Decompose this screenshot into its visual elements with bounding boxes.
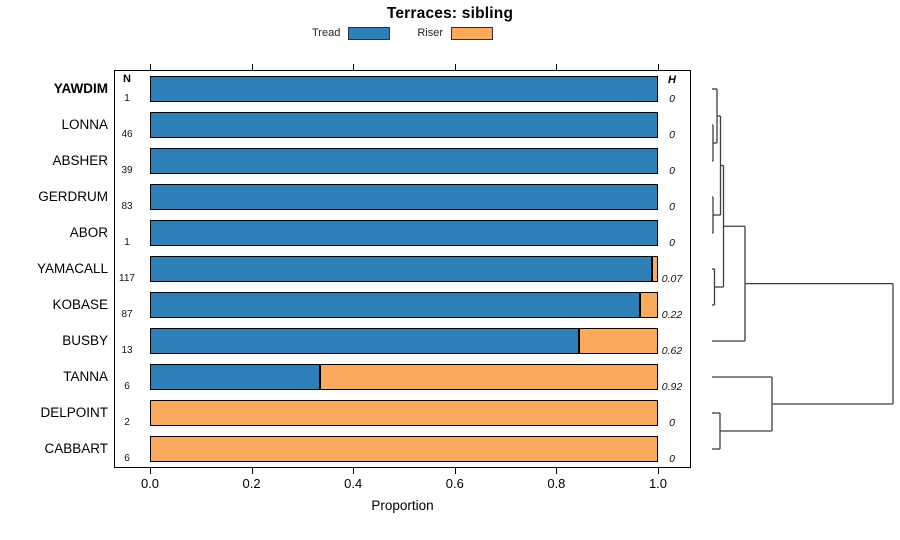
x-axis-tick-top [353, 64, 355, 70]
x-axis-tick-label: 1.0 [648, 476, 668, 491]
bar-segment-riser [652, 256, 658, 282]
bar-segment-tread [150, 256, 652, 282]
row-label: GERDRUM [38, 189, 108, 204]
x-axis-tick-top [658, 64, 659, 70]
h-value: 0.62 [661, 345, 683, 357]
n-value: 117 [119, 273, 135, 284]
n-value: 6 [124, 453, 130, 464]
x-axis-tick-top [150, 64, 151, 70]
row-label: YAMACALL [36, 261, 108, 276]
bar-segment-tread [150, 364, 320, 390]
h-value: 0.92 [661, 381, 683, 393]
bar-segment-tread [150, 184, 658, 210]
x-axis-tick-bottom [658, 468, 659, 474]
legend-item: Tread [312, 26, 391, 40]
bar-segment-tread [150, 112, 658, 138]
x-axis-tick-bottom [454, 468, 456, 474]
row-label: TANNA [63, 369, 108, 384]
legend: Tread Riser [114, 25, 691, 41]
row-label: ABOR [69, 225, 108, 240]
x-axis-tick-bottom [251, 468, 253, 474]
x-axis-tick-bottom [353, 468, 355, 474]
n-value: 1 [124, 237, 130, 248]
x-axis-tick-label: 0.4 [344, 476, 363, 491]
x-axis-tick-top [454, 64, 456, 70]
bar-segment-tread [150, 220, 658, 246]
x-axis-title: Proportion [371, 498, 434, 513]
legend-swatch [348, 26, 391, 40]
bar-segment-tread [150, 328, 579, 354]
n-value: 1 [124, 93, 130, 104]
x-axis-tick-top [556, 64, 558, 70]
x-axis-tick-label: 0.6 [445, 476, 464, 491]
h-value: 0 [669, 453, 675, 465]
bar-segment-riser [150, 400, 658, 426]
h-value: 0 [669, 129, 675, 141]
h-value: 0 [669, 165, 675, 177]
row-label: YAWDIM [53, 81, 108, 96]
x-axis-tick-label: 0.2 [242, 476, 261, 491]
legend-item: Riser [417, 26, 493, 40]
legend-swatch [451, 26, 493, 40]
x-axis-tick-label: 0.0 [140, 476, 160, 491]
h-value: 0.07 [661, 273, 683, 285]
row-label: ABSHER [52, 153, 108, 168]
bar-segment-tread [150, 148, 658, 174]
legend-label: Riser [417, 27, 443, 39]
row-label: KOBASE [52, 297, 108, 312]
h-column-header: H [668, 74, 676, 86]
n-value: 83 [121, 201, 133, 212]
bar-segment-riser [320, 364, 658, 390]
bar-segment-tread [150, 292, 640, 318]
n-value: 39 [121, 165, 133, 176]
x-axis-tick-bottom [150, 468, 151, 474]
legend-label: Tread [312, 27, 341, 39]
bar-segment-riser [579, 328, 658, 354]
x-axis-tick-bottom [556, 468, 558, 474]
n-value: 6 [124, 381, 130, 392]
n-column-header: N [123, 73, 131, 85]
n-value: 87 [121, 309, 133, 320]
bar-segment-riser [640, 292, 658, 318]
x-axis-tick-top [251, 64, 253, 70]
h-value: 0.22 [661, 309, 683, 321]
bar-segment-riser [150, 436, 658, 462]
h-value: 0 [669, 201, 675, 213]
row-label: CABBART [44, 441, 108, 456]
n-value: 2 [124, 417, 130, 428]
n-value: 13 [121, 345, 133, 356]
h-value: 0 [669, 417, 675, 429]
row-label: DELPOINT [40, 405, 108, 420]
row-label: LONNA [61, 117, 108, 132]
h-value: 0 [669, 237, 675, 249]
n-value: 46 [121, 129, 133, 140]
h-value: 0 [669, 93, 675, 105]
row-label: BUSBY [62, 333, 108, 348]
chart-title: Terraces: sibling [386, 5, 514, 22]
x-axis-tick-label: 0.8 [547, 476, 566, 491]
bar-segment-tread [150, 76, 658, 102]
